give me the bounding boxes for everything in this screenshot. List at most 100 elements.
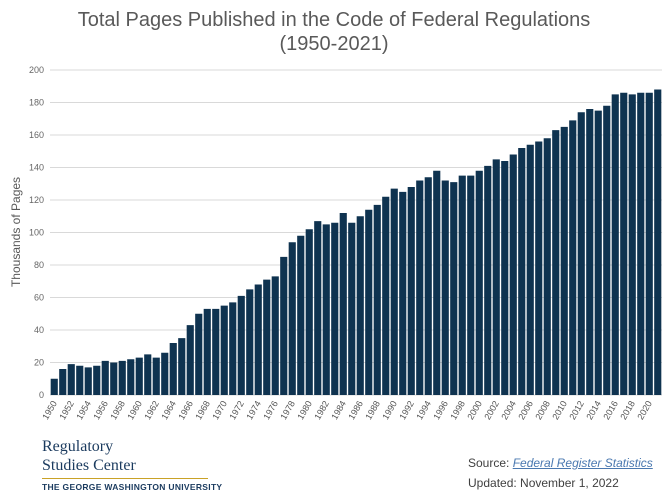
regulatory-studies-center-logo: Regulatory Studies Center THE GEORGE WAS… [42,437,222,492]
bar-1992 [407,187,415,395]
bar-2013 [586,109,594,395]
bar-1998 [458,175,466,395]
chart-title-line1: Total Pages Published in the Code of Fed… [77,9,591,31]
logo-line-1: Regulatory [42,438,114,455]
y-tick-label: 180 [29,98,44,108]
bar-1974 [254,284,262,395]
bar-1989 [382,196,390,395]
x-tick-label: 1996 [431,399,450,421]
x-tick-label: 2006 [516,399,535,421]
bar-1970 [220,305,228,396]
bar-1987 [365,209,373,395]
x-tick-label: 1956 [91,399,110,421]
x-tick-label: 2010 [550,399,569,421]
x-tick-label: 1974 [244,399,263,421]
bar-1993 [416,180,424,395]
x-tick-label: 1992 [397,399,416,421]
bar-2018 [628,94,636,396]
x-tick-label: 1970 [210,399,229,421]
x-tick-label: 1984 [329,399,348,421]
bar-2016 [611,94,619,396]
y-tick-label: 160 [29,130,44,140]
logo-line-3: THE GEORGE WASHINGTON UNIVERSITY [42,482,223,492]
bar-2005 [518,148,526,395]
bar-1975 [263,279,271,396]
bar-1961 [144,354,152,396]
x-tick-label: 2000 [465,399,484,421]
x-tick-label: 2016 [601,399,620,421]
bar-1969 [212,308,220,396]
source-link[interactable]: Federal Register Statistics [512,456,653,470]
bar-1977 [280,256,288,396]
x-tick-label: 1950 [40,399,59,421]
source-line: Source: Federal Register Statistics [468,453,653,473]
x-tick-label: 1982 [312,399,331,421]
y-axis-label: Thousands of Pages [9,177,23,287]
bar-1994 [424,177,432,395]
bar-2015 [603,105,611,395]
x-tick-label: 1988 [363,399,382,421]
x-tick-label: 1980 [295,399,314,421]
bar-1991 [399,191,407,396]
bar-1997 [450,182,458,396]
bar-2007 [535,141,543,395]
bar-1973 [246,289,254,396]
x-tick-label: 1952 [57,399,76,421]
x-tick-label: 1998 [448,399,467,421]
bar-1990 [390,188,398,396]
y-axis-ticks: 0 20 40 60 80 100 120 140 160 180 200 [29,65,44,400]
bar-1988 [373,204,381,396]
bar-1981 [314,221,322,396]
bar-1956 [101,360,109,396]
bar-2009 [552,130,560,396]
bar-2020 [645,92,653,395]
y-tick-label: 140 [29,163,44,173]
x-tick-label: 1962 [142,399,161,421]
bar-1958 [118,360,126,396]
bar-1960 [135,357,143,396]
y-tick-label: 100 [29,228,44,238]
bar-1953 [76,365,84,395]
bar-1982 [322,224,330,396]
bar-chart: 0 20 40 60 80 100 120 140 160 180 200 195019521954… [9,65,662,421]
bar-1978 [288,242,296,395]
x-tick-label: 1954 [74,399,93,421]
x-tick-label: 2020 [635,399,654,421]
x-tick-label: 2018 [618,399,637,421]
y-tick-label: 200 [29,65,44,75]
bar-1964 [169,343,177,395]
bar-2008 [543,138,551,395]
y-tick-label: 0 [39,390,44,400]
bar-1968 [203,308,211,396]
x-tick-label: 1964 [159,399,178,421]
x-tick-label: 1960 [125,399,144,421]
bar-2001 [484,165,492,396]
bar-1971 [229,302,237,396]
chart-subtitle: (1950-2021) [279,33,389,55]
bar-1959 [127,359,135,395]
bar-2006 [526,144,534,395]
y-tick-label: 80 [34,260,44,270]
bar-2019 [637,92,645,395]
bar-2004 [509,154,517,395]
bar-1951 [59,369,67,395]
bar-1963 [161,352,169,395]
bar-1979 [297,235,305,395]
bar-1972 [237,295,245,396]
x-axis-ticks: 1950195219541956195819601962196419661968… [40,399,654,421]
x-tick-label: 1966 [176,399,195,421]
bar-2003 [501,161,509,395]
chart-title: Total Pages Published in the Code of Fed… [0,8,668,56]
x-tick-label: 2004 [499,399,518,421]
x-tick-label: 1978 [278,399,297,421]
bar-1966 [186,325,194,396]
updated-date: Updated: November 1, 2022 [468,476,619,490]
bar-1984 [339,213,347,395]
bar-2017 [620,92,628,395]
x-tick-label: 1990 [380,399,399,421]
x-tick-label: 2012 [567,399,586,421]
bar-1957 [110,362,118,395]
source-label: Source: [468,456,513,470]
y-tick-label: 20 [34,358,44,368]
y-tick-label: 60 [34,293,44,303]
